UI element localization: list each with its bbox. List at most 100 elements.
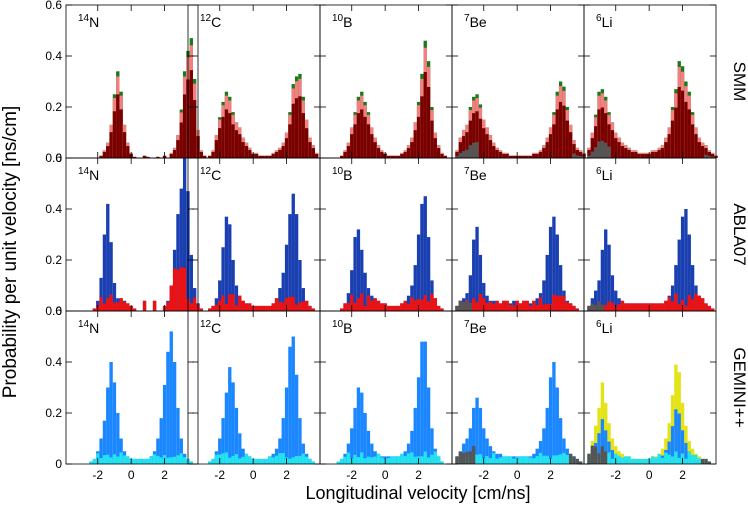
histogram-bar: [610, 275, 615, 311]
histogram-bar: [542, 280, 546, 311]
histogram-bar: [492, 146, 496, 158]
histogram-bar: [172, 456, 177, 464]
histogram-bar: [301, 113, 305, 158]
histogram-bar: [704, 148, 708, 158]
histogram-bar: [311, 461, 315, 464]
histogram-bar: [176, 269, 180, 311]
histogram-bar: [558, 101, 563, 158]
histogram-bar: [214, 304, 219, 311]
histogram-bar: [146, 458, 150, 464]
histogram-bar: [620, 457, 625, 464]
histogram-bar: [677, 86, 681, 158]
histogram-bar: [102, 455, 107, 464]
histogram-bar: [146, 157, 150, 158]
histogram-bar: [343, 303, 347, 311]
histogram-bar: [254, 458, 259, 464]
histogram-bar: [119, 438, 123, 464]
histogram-bar: [610, 302, 615, 311]
histogram-bar: [637, 458, 641, 464]
histogram-bar: [356, 113, 361, 158]
histogram-bar: [677, 304, 681, 311]
histogram-bar: [291, 336, 295, 464]
histogram-bar: [604, 451, 608, 464]
histogram-bar: [604, 430, 608, 464]
histogram-bar: [568, 453, 573, 464]
histogram-bar: [525, 156, 529, 158]
histogram-bar: [578, 152, 583, 158]
histogram-bar: [182, 94, 187, 158]
histogram-bar: [112, 382, 117, 464]
histogram-bar: [294, 98, 299, 158]
histogram-bar: [594, 305, 598, 311]
histogram-bar: [214, 140, 219, 158]
histogram-bar: [468, 145, 473, 158]
histogram-bar: [700, 458, 705, 464]
histogram-bar: [684, 305, 688, 311]
histogram-bar: [132, 308, 137, 311]
histogram-bar: [343, 152, 347, 158]
histogram-bar: [594, 147, 598, 158]
histogram-bar: [234, 407, 239, 464]
histogram-bar: [604, 229, 608, 311]
histogram-bar: [281, 418, 285, 464]
x-tick-label: -2: [92, 468, 103, 482]
histogram-bar: [350, 428, 354, 464]
histogram-bar: [475, 302, 479, 311]
histogram-bar: [172, 268, 177, 311]
panel: -2 0 2 12C: [187, 310, 321, 482]
histogram-bar: [430, 120, 434, 158]
histogram-bar: [690, 299, 695, 311]
histogram-bar: [254, 305, 259, 311]
histogram-bar: [261, 305, 265, 311]
histogram-bar: [607, 124, 611, 158]
histogram-bar: [637, 154, 641, 158]
histogram-bar: [182, 457, 187, 464]
histogram-bar: [436, 305, 441, 311]
histogram-bar: [657, 453, 661, 464]
model-label: GEMINI++: [730, 347, 748, 427]
histogram-bar: [670, 120, 675, 158]
histogram-bar: [189, 70, 193, 158]
histogram-bar: [542, 428, 546, 464]
x-tick-label: 2: [679, 468, 686, 482]
histogram-bar: [376, 300, 381, 311]
histogram-bar: [356, 298, 361, 311]
histogram-bar: [420, 96, 424, 158]
histogram-bar: [637, 303, 641, 311]
histogram-bar: [495, 458, 499, 464]
histogram-bar: [214, 298, 219, 311]
histogram-bar: [607, 244, 611, 311]
histogram-bar: [370, 443, 374, 464]
histogram-bar: [667, 297, 671, 311]
histogram-bar: [660, 457, 665, 464]
nucleus-label: 14N: [78, 13, 99, 30]
histogram-bar: [228, 294, 232, 311]
histogram-bar: [406, 148, 411, 158]
y-tick-label: 0.6: [45, 151, 62, 165]
histogram-bar: [102, 303, 107, 311]
histogram-bar: [590, 151, 595, 159]
nucleus-symbol: N: [89, 167, 99, 183]
histogram-bar: [99, 438, 103, 464]
nucleus-symbol: Li: [602, 14, 613, 30]
histogram-bar: [366, 124, 371, 158]
histogram-bar: [694, 134, 698, 158]
panel: 7Be: [451, 4, 586, 159]
histogram-bar: [482, 298, 486, 311]
histogram-bar: [159, 457, 163, 464]
panel: 0 0.2 0.4 0.6 14N: [45, 151, 204, 318]
histogram-bar: [472, 113, 476, 158]
x-axis-label: Longitudinal velocity [cm/ns]: [305, 483, 530, 503]
histogram-bar: [413, 456, 417, 464]
histogram-bar: [363, 116, 367, 158]
histogram-bar: [600, 419, 605, 464]
histogram-bar: [694, 455, 698, 464]
histogram-bar: [390, 156, 394, 158]
histogram-bar: [525, 456, 529, 464]
histogram-bar: [558, 265, 563, 311]
nucleus-label: 10B: [332, 13, 352, 30]
histogram-bar: [587, 305, 591, 311]
nucleus-mass: 7: [464, 13, 470, 24]
histogram-bar: [199, 152, 204, 158]
